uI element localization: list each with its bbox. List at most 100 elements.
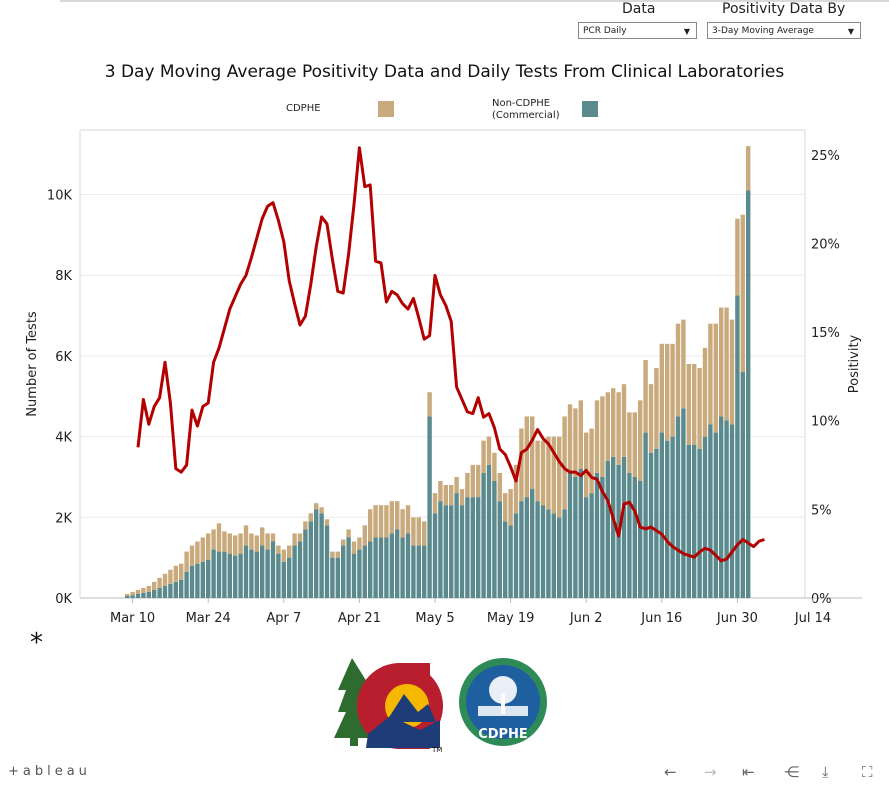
bar-cdphe[interactable] (233, 535, 238, 556)
bar-cdphe[interactable] (222, 531, 227, 552)
bar-cdphe[interactable] (724, 307, 729, 421)
bar-non-cdphe[interactable] (184, 571, 189, 598)
bar-non-cdphe[interactable] (686, 444, 691, 598)
bar-non-cdphe[interactable] (719, 416, 724, 598)
bar-non-cdphe[interactable] (481, 472, 486, 598)
bar-cdphe[interactable] (330, 551, 335, 558)
bar-cdphe[interactable] (465, 472, 470, 498)
bar-non-cdphe[interactable] (638, 481, 643, 598)
bar-cdphe[interactable] (389, 501, 394, 534)
bar-non-cdphe[interactable] (346, 537, 351, 598)
bar-non-cdphe[interactable] (675, 416, 681, 598)
bar-cdphe[interactable] (616, 392, 621, 465)
bar-cdphe[interactable] (540, 440, 546, 506)
bar-non-cdphe[interactable] (216, 551, 222, 598)
bar-cdphe[interactable] (454, 476, 459, 494)
bar-cdphe[interactable] (567, 404, 573, 473)
bar-cdphe[interactable] (335, 551, 340, 558)
bar-cdphe[interactable] (400, 509, 405, 538)
bar-non-cdphe[interactable] (254, 551, 259, 598)
bar-non-cdphe[interactable] (621, 456, 627, 598)
bar-cdphe[interactable] (276, 545, 281, 554)
bar-non-cdphe[interactable] (130, 595, 135, 598)
bar-non-cdphe[interactable] (260, 545, 265, 598)
bar-cdphe[interactable] (459, 489, 465, 506)
bar-non-cdphe[interactable] (729, 424, 735, 598)
bar-cdphe[interactable] (551, 436, 556, 514)
bar-cdphe[interactable] (281, 549, 286, 562)
bar-non-cdphe[interactable] (594, 472, 600, 598)
bar-cdphe[interactable] (227, 533, 232, 554)
bar-cdphe[interactable] (405, 505, 411, 534)
bar-cdphe[interactable] (632, 412, 637, 477)
bar-cdphe[interactable] (384, 505, 389, 538)
bar-non-cdphe[interactable] (470, 497, 475, 598)
bar-cdphe[interactable] (395, 501, 400, 530)
bar-cdphe[interactable] (206, 533, 211, 560)
bar-cdphe[interactable] (260, 527, 265, 546)
bar-cdphe[interactable] (524, 416, 529, 498)
bar-cdphe[interactable] (162, 573, 168, 586)
bar-cdphe[interactable] (319, 507, 324, 514)
bar-non-cdphe[interactable] (308, 521, 313, 598)
bar-cdphe[interactable] (729, 319, 735, 425)
bar-non-cdphe[interactable] (546, 509, 551, 598)
bar-cdphe[interactable] (573, 408, 578, 477)
bar-non-cdphe[interactable] (157, 587, 162, 598)
bar-cdphe[interactable] (589, 428, 594, 494)
bar-cdphe[interactable] (643, 359, 648, 433)
bar-cdphe[interactable] (503, 493, 508, 522)
bar-cdphe[interactable] (189, 545, 195, 566)
bar-cdphe[interactable] (675, 323, 681, 417)
bar-cdphe[interactable] (179, 563, 184, 580)
bar-non-cdphe[interactable] (270, 541, 276, 598)
bar-cdphe[interactable] (270, 533, 276, 542)
bar-non-cdphe[interactable] (584, 497, 589, 598)
bar-cdphe[interactable] (562, 416, 567, 510)
bar-non-cdphe[interactable] (222, 551, 227, 598)
fullscreen-icon[interactable]: ⛶ (862, 763, 873, 781)
bar-non-cdphe[interactable] (324, 525, 330, 598)
bar-non-cdphe[interactable] (405, 533, 411, 598)
bar-non-cdphe[interactable] (605, 460, 610, 598)
bar-non-cdphe[interactable] (567, 472, 573, 598)
bar-non-cdphe[interactable] (627, 472, 632, 598)
bar-cdphe[interactable] (173, 565, 178, 582)
bar-cdphe[interactable] (292, 533, 297, 546)
bar-cdphe[interactable] (303, 521, 308, 530)
positivity-filter-select[interactable]: 3-Day Moving Average ▼ (707, 22, 861, 39)
bar-non-cdphe[interactable] (697, 448, 702, 598)
bar-non-cdphe[interactable] (535, 501, 540, 598)
bar-non-cdphe[interactable] (249, 549, 254, 598)
bar-non-cdphe[interactable] (195, 563, 200, 598)
bar-cdphe[interactable] (648, 384, 654, 453)
bar-non-cdphe[interactable] (573, 476, 578, 598)
bar-cdphe[interactable] (600, 396, 605, 477)
bar-non-cdphe[interactable] (438, 501, 443, 598)
bar-cdphe[interactable] (200, 537, 205, 562)
bar-non-cdphe[interactable] (589, 493, 594, 598)
bar-non-cdphe[interactable] (238, 553, 243, 598)
bar-non-cdphe[interactable] (600, 476, 605, 598)
bar-non-cdphe[interactable] (303, 529, 308, 598)
bar-non-cdphe[interactable] (416, 545, 421, 598)
bar-cdphe[interactable] (584, 432, 589, 498)
bar-cdphe[interactable] (611, 388, 616, 457)
undo-icon[interactable]: ← (664, 763, 677, 781)
bar-cdphe[interactable] (508, 489, 513, 526)
bar-non-cdphe[interactable] (281, 561, 286, 598)
bar-cdphe[interactable] (411, 517, 416, 546)
bar-non-cdphe[interactable] (189, 565, 195, 598)
bar-cdphe[interactable] (125, 593, 130, 596)
bar-non-cdphe[interactable] (708, 424, 713, 598)
bar-non-cdphe[interactable] (735, 295, 740, 598)
bar-non-cdphe[interactable] (681, 408, 686, 598)
bar-non-cdphe[interactable] (648, 452, 654, 598)
bar-non-cdphe[interactable] (357, 549, 362, 598)
bar-cdphe[interactable] (141, 587, 146, 593)
bar-non-cdphe[interactable] (724, 420, 729, 598)
bar-cdphe[interactable] (594, 400, 600, 473)
bar-non-cdphe[interactable] (503, 521, 508, 598)
bar-non-cdphe[interactable] (179, 579, 184, 598)
bar-non-cdphe[interactable] (378, 537, 384, 598)
